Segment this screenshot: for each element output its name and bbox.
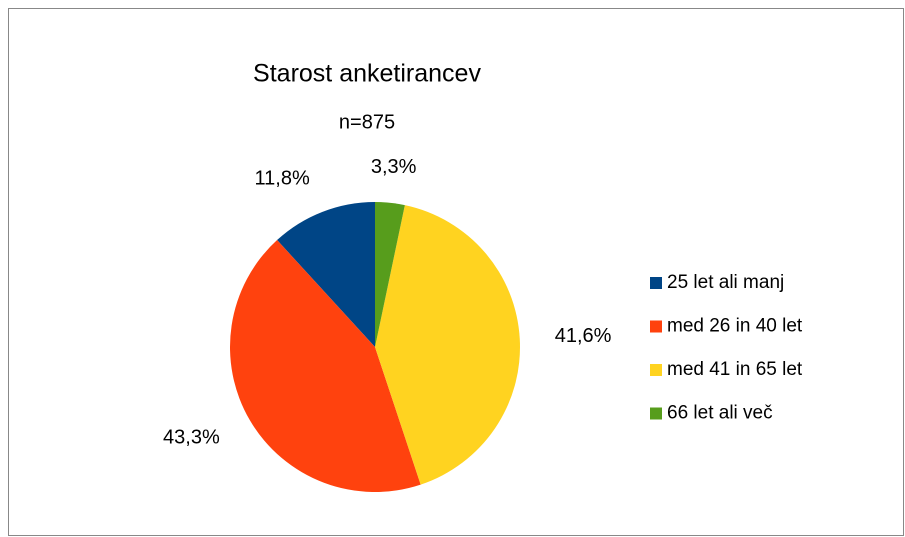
pie-slice [230,240,421,492]
legend-swatch [650,277,662,289]
data-label: 11,8% [255,168,310,190]
chart-subtitle: n=875 [339,111,395,133]
legend-swatch [650,364,662,376]
data-label: 3,3% [371,156,417,178]
pie-slice [375,202,405,347]
data-label: 43,3% [163,426,220,448]
pie-slice [277,202,375,347]
chart-title: Starost anketirancev [253,60,481,88]
legend-swatch [650,320,662,333]
legend-swatch [650,407,662,420]
legend-label: 25 let ali manj [667,272,784,293]
legend-label: med 26 in 40 let [667,316,803,337]
data-label: 41,6% [555,325,612,347]
legend-label: med 41 in 65 let [667,359,803,380]
legend-label: 66 let ali več [667,403,773,424]
pie-slice [375,205,520,485]
